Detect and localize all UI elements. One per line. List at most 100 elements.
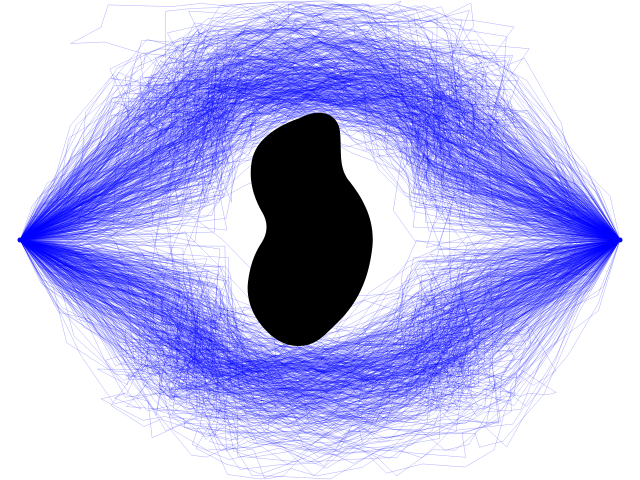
- sampled-path: [19, 239, 621, 458]
- sampled-path: [19, 27, 621, 241]
- sampled-path: [19, 239, 621, 391]
- sampled-path: [19, 239, 621, 378]
- sampled-path: [19, 239, 621, 385]
- sampled-path: [19, 239, 621, 393]
- sampled-path: [19, 40, 621, 241]
- sampled-path: [19, 78, 621, 241]
- sampled-path: [19, 70, 621, 241]
- sampled-path: [19, 239, 621, 370]
- sampled-path: [19, 21, 621, 241]
- sampled-path: [19, 16, 621, 241]
- sampled-path: [19, 239, 621, 415]
- sampled-path: [19, 239, 621, 437]
- sampled-path: [19, 23, 621, 241]
- sampled-path: [19, 52, 621, 241]
- sampled-path: [19, 39, 621, 241]
- sampled-path: [19, 65, 621, 241]
- sampled-path: [19, 39, 621, 241]
- sampled-path: [19, 66, 621, 241]
- sampled-path: [19, 239, 621, 372]
- sampled-path: [19, 52, 621, 250]
- sampled-path: [19, 239, 621, 366]
- sampled-path: [19, 239, 621, 425]
- sampled-path: [19, 239, 621, 423]
- sampled-path: [19, 239, 621, 390]
- sampled-path: [19, 76, 621, 241]
- sampled-path: [19, 239, 621, 388]
- sampled-path: [19, 56, 621, 241]
- sampled-path: [19, 209, 621, 400]
- sampled-path: [19, 239, 621, 417]
- sampled-path: [19, 27, 621, 241]
- sampled-path: [19, 94, 621, 247]
- sampled-path: [19, 237, 621, 390]
- sampled-path: [19, 3, 621, 241]
- sampled-path: [19, 239, 621, 371]
- sampled-path: [19, 233, 621, 396]
- sampled-path: [19, 76, 621, 247]
- sampled-path: [19, 239, 621, 417]
- sampled-path: [19, 47, 621, 241]
- sampled-path: [19, 66, 621, 241]
- sampled-path: [19, 68, 621, 248]
- sampled-path: [19, 46, 621, 241]
- sampled-path: [19, 239, 621, 398]
- sampled-path: [19, 239, 621, 426]
- sampled-path: [19, 239, 621, 392]
- sampled-path: [19, 239, 621, 439]
- sampled-path: [19, 3, 621, 241]
- sampled-path: [19, 3, 621, 241]
- sampled-path: [19, 44, 621, 241]
- sampled-path: [19, 87, 621, 241]
- sampled-path: [19, 239, 621, 435]
- sampled-path: [19, 39, 621, 241]
- sampled-path: [19, 90, 621, 241]
- sampled-path: [19, 239, 621, 422]
- sampled-path: [19, 56, 621, 241]
- sampled-path: [19, 239, 621, 425]
- sampled-path: [19, 50, 621, 241]
- sampled-path: [19, 239, 621, 416]
- sampled-path: [19, 61, 621, 241]
- sampled-path: [19, 73, 621, 241]
- sampled-path: [19, 52, 621, 241]
- sampled-path: [19, 73, 621, 241]
- sampled-path: [19, 78, 621, 241]
- sampled-path: [19, 75, 621, 241]
- sampled-path: [19, 239, 621, 410]
- sampled-path: [19, 239, 621, 383]
- sampled-path: [19, 239, 621, 407]
- sampled-path: [19, 89, 621, 241]
- sampled-path: [19, 48, 621, 241]
- sampled-path: [19, 239, 621, 373]
- sampled-path: [19, 6, 621, 241]
- sampled-path: [19, 76, 621, 241]
- sampled-path: [19, 239, 621, 379]
- sampled-path: [19, 28, 621, 262]
- sampled-path: [19, 78, 621, 241]
- sampled-path: [19, 3, 621, 241]
- sampled-path: [19, 95, 621, 241]
- sampled-path: [19, 28, 621, 241]
- sampled-path: [19, 83, 621, 241]
- sampled-path: [19, 73, 621, 241]
- sampled-path: [19, 76, 621, 241]
- sampled-path: [19, 239, 621, 375]
- sampled-path: [19, 225, 621, 381]
- sampled-path: [19, 32, 621, 241]
- sampled-path: [19, 84, 621, 241]
- sampled-path: [19, 25, 621, 241]
- sampled-path: [19, 239, 621, 384]
- sampled-path: [19, 75, 621, 241]
- sampled-path: [19, 3, 621, 241]
- sampled-path: [19, 45, 621, 241]
- sampled-path: [19, 239, 621, 451]
- sampled-path: [19, 64, 621, 241]
- sampled-path: [19, 75, 621, 266]
- sampled-path: [19, 59, 621, 241]
- sampled-path: [19, 30, 621, 241]
- sampled-path: [19, 73, 621, 241]
- sampled-path: [19, 239, 621, 381]
- sampled-path: [19, 41, 621, 241]
